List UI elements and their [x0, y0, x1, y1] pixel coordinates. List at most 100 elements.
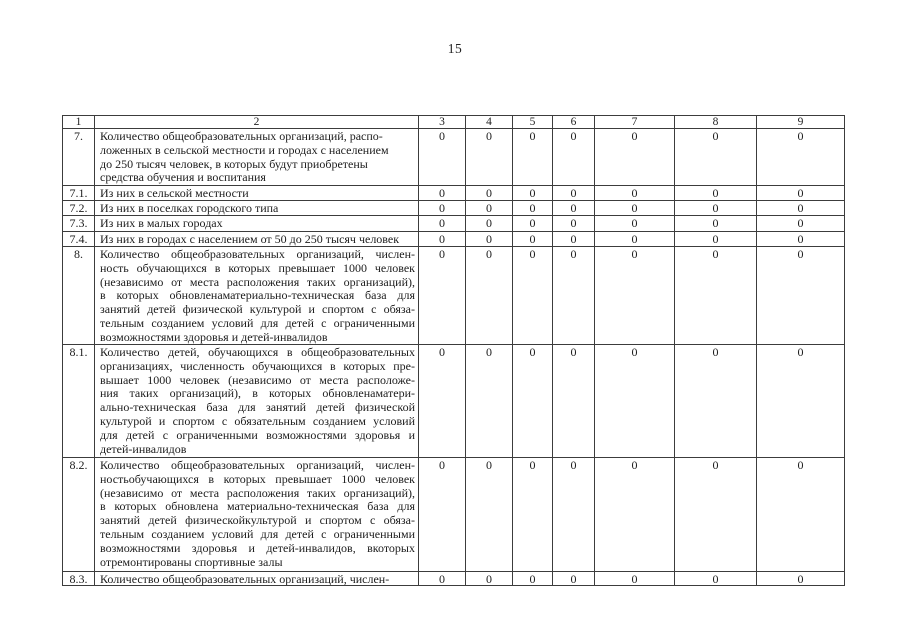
column-header-cell: 4 [465, 115, 513, 129]
value: 0 [797, 572, 804, 585]
column-header-label: 1 [75, 116, 82, 128]
indicator-text-line: детей-инвалидов [100, 442, 187, 456]
value-cell: 0 [756, 231, 845, 247]
value: 0 [439, 345, 445, 359]
value: 0 [570, 186, 577, 200]
value: 0 [712, 458, 719, 472]
indicator-text-line: (независимо от места расположения таких … [100, 486, 415, 500]
indicator-name-cell: Количество общеобразовательных организац… [94, 571, 419, 586]
column-header-label: 2 [253, 116, 260, 128]
value: 0 [529, 186, 536, 200]
value: 0 [529, 458, 536, 472]
indicator-text-line: тельным созданием условий для детей с ог… [100, 527, 415, 541]
value: 0 [797, 186, 804, 200]
value-cell: 0 [418, 200, 466, 216]
value: 0 [570, 345, 577, 359]
value: 0 [486, 572, 492, 585]
column-header-label: 7 [631, 116, 638, 128]
indicators-table-body: 7. Количество общеобразовательных организ… [62, 128, 845, 586]
value: 0 [570, 201, 577, 215]
value-cell: 0 [674, 215, 757, 232]
column-header-label: 4 [486, 116, 492, 128]
value-cell: 0 [594, 571, 675, 586]
value-cell: 0 [512, 246, 553, 345]
value-cell: 0 [594, 246, 675, 345]
indicator-text-line: организациях, численность обучающихся в … [100, 359, 415, 373]
indicator-text-line: Из них в поселках городского типа [100, 202, 279, 215]
indicator-text-line: занятий детей физической культурой и спо… [100, 303, 415, 317]
value-cell: 0 [512, 215, 553, 232]
column-header-label: 8 [712, 116, 719, 128]
value: 0 [529, 232, 536, 246]
value-cell: 0 [674, 344, 757, 458]
row-number-cell: 7. [62, 128, 95, 186]
value-cell: 0 [756, 200, 845, 216]
value: 0 [529, 345, 536, 359]
value: 0 [631, 247, 638, 261]
indicator-text-line: возможностями здоровья и детей-инвалидов [100, 330, 328, 344]
indicator-name-cell: Количество общеобразовательных организац… [94, 246, 419, 345]
value: 0 [631, 232, 638, 246]
value-cell: 0 [552, 185, 595, 201]
value: 0 [712, 201, 719, 215]
indicator-text-line: занятий детей физическойкультурой и спор… [100, 514, 415, 528]
value-cell: 0 [418, 344, 466, 458]
value-cell: 0 [594, 231, 675, 247]
value: 0 [439, 458, 445, 472]
value: 0 [486, 458, 492, 472]
value: 0 [439, 216, 445, 230]
table-row: 7.1. Из них в сельской местности 0 0 0 0 0 0 0 [62, 185, 845, 201]
value: 0 [712, 232, 719, 246]
value: 0 [570, 232, 577, 246]
value: 0 [631, 129, 638, 143]
row-number-cell: 7.2. [62, 200, 95, 216]
indicator-text-line: тельным созданием условий для детей с ог… [100, 316, 415, 330]
column-header-cell: 7 [594, 115, 675, 129]
value-cell: 0 [674, 231, 757, 247]
value-cell: 0 [418, 246, 466, 345]
value: 0 [486, 232, 492, 246]
value-cell: 0 [552, 246, 595, 345]
indicator-text-line: ально-техническая база для занятий детей… [100, 401, 415, 415]
value: 0 [486, 345, 492, 359]
table-row: 7. Количество общеобразовательных организ… [62, 128, 845, 186]
indicator-text-line: в которых обновленаматериально-техническ… [100, 289, 415, 303]
value: 0 [529, 201, 536, 215]
row-number: 7.2. [69, 201, 88, 215]
value-cell: 0 [552, 571, 595, 586]
value-cell: 0 [465, 128, 513, 186]
row-number-cell: 8.1. [62, 344, 95, 458]
indicator-name-cell: Количество общеобразовательных организац… [94, 457, 419, 572]
value-cell: 0 [674, 571, 757, 586]
value-cell: 0 [465, 457, 513, 572]
value: 0 [486, 186, 492, 200]
value-cell: 0 [674, 457, 757, 572]
value-cell: 0 [552, 215, 595, 232]
value-cell: 0 [418, 185, 466, 201]
value-cell: 0 [594, 457, 675, 572]
value-cell: 0 [674, 200, 757, 216]
value: 0 [439, 129, 445, 143]
indicator-text-line: Количество общеобразовательных организац… [100, 248, 415, 261]
value: 0 [570, 458, 577, 472]
value: 0 [570, 572, 577, 585]
value-cell: 0 [552, 457, 595, 572]
value: 0 [439, 201, 445, 215]
column-header-label: 5 [529, 116, 536, 128]
table-row: 8. Количество общеобразовательных организ… [62, 246, 845, 345]
row-number-cell: 8. [62, 246, 95, 345]
column-header-label: 6 [570, 116, 577, 128]
row-number-cell: 8.3. [62, 571, 95, 586]
value-cell: 0 [418, 128, 466, 186]
indicator-text-line: Количество детей, обучающихся в общеобра… [100, 346, 415, 359]
value-cell: 0 [756, 457, 845, 572]
indicators-table: 1 2 3 4 5 6 7 8 9 7. Количество общеобразовательн… [62, 115, 845, 586]
indicator-text-line: ложенных в сельской местности и городах … [100, 143, 389, 157]
value: 0 [631, 572, 638, 585]
value: 0 [439, 572, 445, 585]
table-header-row: 1 2 3 4 5 6 7 8 9 [62, 115, 845, 129]
table-row: 8.3. Количество общеобразовательных орган… [62, 571, 845, 586]
row-number: 7. [74, 129, 83, 143]
value-cell: 0 [465, 215, 513, 232]
table-row: 7.2. Из них в поселках городского типа 0 0 0… [62, 200, 845, 216]
